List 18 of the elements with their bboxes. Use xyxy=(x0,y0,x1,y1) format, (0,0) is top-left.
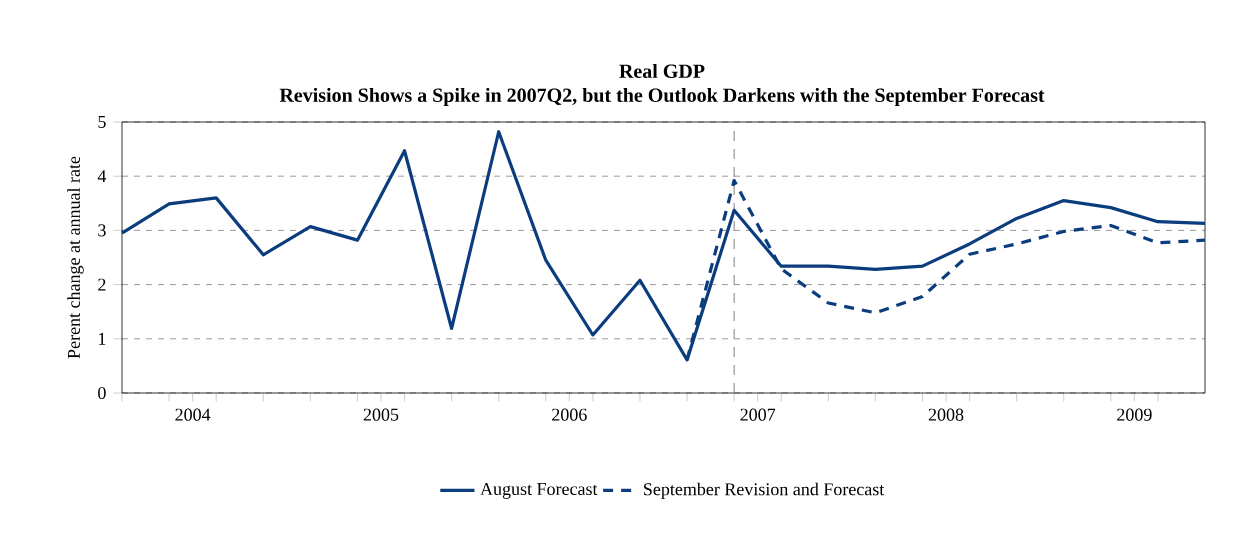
chart-title: Real GDP xyxy=(619,63,705,78)
y-tick-label: 2 xyxy=(98,278,106,291)
x-tick-label: 2005 xyxy=(363,408,399,421)
x-tick-label: 2007 xyxy=(740,408,776,421)
x-tick-label: 2006 xyxy=(552,408,587,421)
y-axis-title: Perent change at annual rate xyxy=(67,156,84,359)
y-tick-label: 4 xyxy=(97,170,107,183)
x-tick-label: 2009 xyxy=(1117,408,1152,421)
chart-subtitle: Revision Shows a Spike in 2007Q2, but the Outlook Darkens with the September Forecast xyxy=(279,87,1045,107)
y-tick-label: 1 xyxy=(99,332,106,345)
x-tick-label: 2008 xyxy=(928,408,964,421)
y-tick-label: 0 xyxy=(98,386,106,400)
line-series xyxy=(120,130,1207,362)
y-tick-label: 3 xyxy=(98,224,106,237)
y-tick-label: 5 xyxy=(98,116,106,128)
legend-label: August Forecast xyxy=(480,482,598,499)
legend-label: September Revision and Forecast xyxy=(644,482,885,499)
x-tick-label: 2004 xyxy=(175,408,211,421)
